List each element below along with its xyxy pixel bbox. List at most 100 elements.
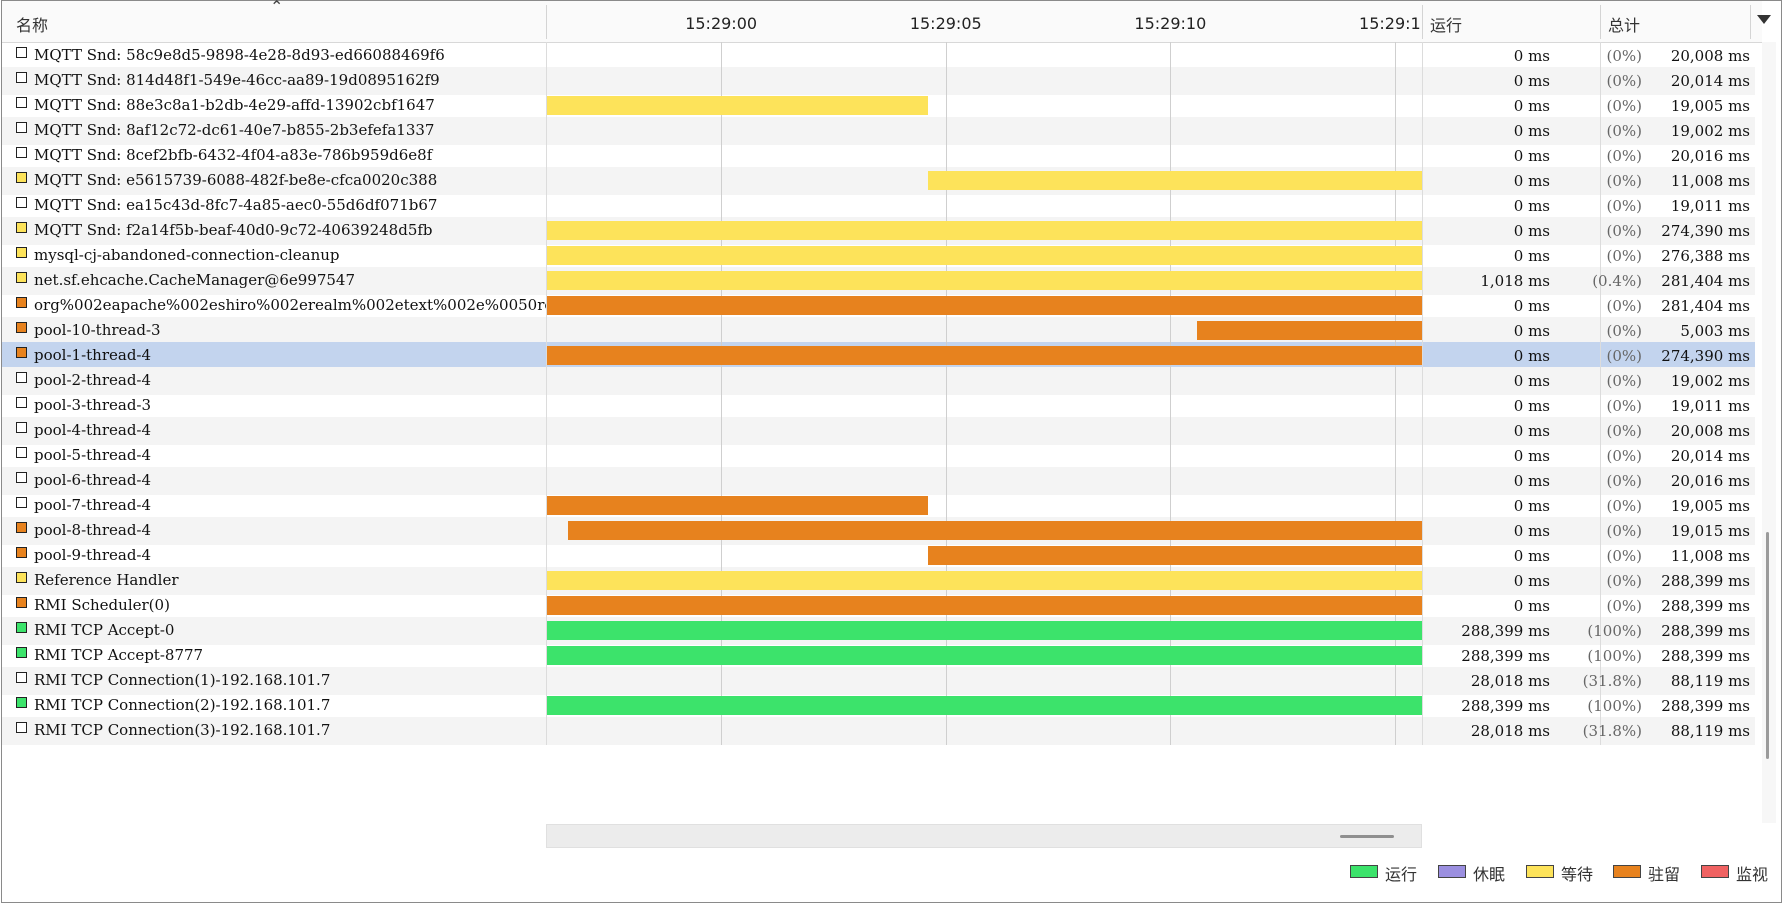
column-separator (1422, 192, 1423, 220)
thread-state-icon (16, 622, 27, 633)
thread-row[interactable]: pool-9-thread-4 0 ms (0%) 11,008 ms (2, 542, 1755, 570)
state-segment-bar[interactable] (546, 596, 1422, 615)
total-time: 88,119 ms (1670, 722, 1750, 740)
thread-row[interactable]: pool-4-thread-4 0 ms (0%) 20,008 ms (2, 417, 1755, 445)
thread-timeline[interactable] (546, 617, 1422, 645)
thread-row[interactable]: net.sf.ehcache.CacheManager@6e997547 1,01… (2, 267, 1755, 295)
state-segment-bar[interactable] (546, 621, 1422, 640)
thread-timeline[interactable] (546, 92, 1422, 120)
thread-row[interactable]: MQTT Snd: 88e3c8a1-b2db-4e29-affd-13902c… (2, 92, 1755, 120)
thread-row[interactable]: MQTT Snd: 814d48f1-549e-46cc-aa89-19d089… (2, 67, 1755, 95)
name-column-header[interactable]: 名称 ⌃ (2, 0, 546, 42)
thread-timeline[interactable] (546, 142, 1422, 170)
header-divider[interactable] (546, 5, 547, 39)
state-segment-bar[interactable] (927, 546, 1422, 565)
run-time: 0 ms (1513, 97, 1550, 115)
thread-timeline[interactable] (546, 492, 1422, 520)
thread-row[interactable]: MQTT Snd: 58c9e8d5-9898-4e28-8d93-ed6608… (2, 42, 1755, 70)
thread-row[interactable]: RMI TCP Connection(3)-192.168.101.7 28,01… (2, 717, 1755, 745)
thread-timeline[interactable] (546, 267, 1422, 295)
thread-row[interactable]: MQTT Snd: e5615739-6088-482f-be8e-cfca00… (2, 167, 1755, 195)
state-segment-bar[interactable] (546, 221, 1422, 240)
total-time: 288,399 ms (1661, 622, 1750, 640)
thread-row[interactable]: pool-2-thread-4 0 ms (0%) 19,002 ms (2, 367, 1755, 395)
thread-row[interactable]: mysql-cj-abandoned-connection-cleanup 0 m… (2, 242, 1755, 270)
thread-timeline[interactable] (546, 67, 1422, 95)
thread-row[interactable]: pool-3-thread-3 0 ms (0%) 19,011 ms (2, 392, 1755, 420)
state-segment-bar[interactable] (546, 346, 1422, 365)
state-segment-bar[interactable] (546, 696, 1422, 715)
vertical-scrollbar[interactable] (1762, 42, 1776, 823)
vertical-scrollbar-thumb[interactable] (1766, 532, 1769, 759)
thread-timeline[interactable] (546, 667, 1422, 695)
thread-row[interactable]: pool-5-thread-4 0 ms (0%) 20,014 ms (2, 442, 1755, 470)
thread-row[interactable]: MQTT Snd: f2a14f5b-beaf-40d0-9c72-406392… (2, 217, 1755, 245)
header-divider[interactable] (1600, 5, 1601, 39)
thread-timeline[interactable] (546, 367, 1422, 395)
state-segment-bar[interactable] (546, 246, 1422, 265)
run-column-header[interactable]: 运行 (1422, 1, 1600, 42)
state-segment-bar[interactable] (546, 646, 1422, 665)
thread-timeline[interactable] (546, 542, 1422, 570)
state-segment-bar[interactable] (546, 571, 1422, 590)
thread-timeline[interactable] (546, 467, 1422, 495)
thread-list[interactable]: MQTT Snd: 58c9e8d5-9898-4e28-8d93-ed6608… (2, 42, 1755, 823)
timeline-column-header[interactable]: 15:29:00 15:29:05 15:29:10 15:29:1 (546, 1, 1422, 42)
thread-row[interactable]: MQTT Snd: ea15c43d-8fc7-4a85-aec0-55d6df… (2, 192, 1755, 220)
thread-timeline[interactable] (546, 417, 1422, 445)
thread-row[interactable]: pool-10-thread-3 0 ms (0%) 5,003 ms (2, 317, 1755, 345)
thread-timeline[interactable] (546, 567, 1422, 595)
thread-row[interactable]: RMI TCP Connection(1)-192.168.101.7 28,01… (2, 667, 1755, 695)
thread-row[interactable]: RMI TCP Accept-0 288,399 ms (100%) 288,399 … (2, 617, 1755, 645)
state-segment-bar[interactable] (546, 96, 928, 115)
column-menu-icon[interactable] (1757, 15, 1771, 24)
thread-timeline[interactable] (546, 242, 1422, 270)
sort-ascending-icon[interactable]: ⌃ (270, 0, 284, 16)
thread-row[interactable]: pool-1-thread-4 0 ms (0%) 274,390 ms (2, 342, 1755, 370)
thread-row[interactable]: RMI Scheduler(0) 0 ms (0%) 288,399 ms (2, 592, 1755, 620)
state-segment-bar[interactable] (546, 496, 928, 515)
thread-state-icon (16, 397, 27, 408)
state-segment-bar[interactable] (927, 171, 1422, 190)
thread-timeline[interactable] (546, 392, 1422, 420)
thread-row[interactable]: RMI TCP Connection(2)-192.168.101.7 288,3… (2, 692, 1755, 720)
thread-timeline[interactable] (546, 692, 1422, 720)
thread-timeline[interactable] (546, 317, 1422, 345)
header-divider[interactable] (1750, 5, 1751, 39)
timeline-scrollbar-thumb[interactable] (1340, 835, 1394, 838)
thread-timeline[interactable] (546, 642, 1422, 670)
thread-row[interactable]: pool-6-thread-4 0 ms (0%) 20,016 ms (2, 467, 1755, 495)
run-time: 288,399 ms (1461, 697, 1550, 715)
thread-state-icon (16, 122, 27, 133)
thread-timeline[interactable] (546, 342, 1422, 370)
thread-timeline[interactable] (546, 42, 1422, 70)
thread-timeline[interactable] (546, 117, 1422, 145)
header-divider[interactable] (1422, 5, 1423, 39)
state-segment-bar[interactable] (546, 271, 1422, 290)
thread-timeline[interactable] (546, 192, 1422, 220)
time-tick-label: 15:29:00 (685, 14, 758, 33)
thread-timeline[interactable] (546, 717, 1422, 745)
thread-timeline[interactable] (546, 592, 1422, 620)
timeline-horizontal-scrollbar[interactable] (546, 824, 1422, 848)
thread-timeline[interactable] (546, 217, 1422, 245)
state-segment-bar[interactable] (1197, 321, 1422, 340)
run-time: 0 ms (1513, 422, 1550, 440)
thread-row[interactable]: pool-7-thread-4 0 ms (0%) 19,005 ms (2, 492, 1755, 520)
thread-row[interactable]: pool-8-thread-4 0 ms (0%) 19,015 ms (2, 517, 1755, 545)
thread-row[interactable]: RMI TCP Accept-8777 288,399 ms (100%) 288,3… (2, 642, 1755, 670)
total-column-header[interactable]: 总计 (1600, 1, 1750, 42)
thread-row[interactable]: org%002eapache%002eshiro%002erealm%002et… (2, 292, 1755, 320)
thread-timeline[interactable] (546, 442, 1422, 470)
thread-timeline[interactable] (546, 292, 1422, 320)
legend-label: 休眠 (1473, 865, 1506, 884)
thread-timeline[interactable] (546, 167, 1422, 195)
timeline-gridline (1170, 467, 1171, 495)
thread-timeline[interactable] (546, 517, 1422, 545)
state-segment-bar[interactable] (546, 296, 1422, 315)
column-separator (1422, 667, 1423, 695)
thread-row[interactable]: MQTT Snd: 8af12c72-dc61-40e7-b855-2b3efe… (2, 117, 1755, 145)
thread-row[interactable]: Reference Handler 0 ms (0%) 288,399 ms (2, 567, 1755, 595)
state-segment-bar[interactable] (568, 521, 1422, 540)
thread-row[interactable]: MQTT Snd: 8cef2bfb-6432-4f04-a83e-786b95… (2, 142, 1755, 170)
